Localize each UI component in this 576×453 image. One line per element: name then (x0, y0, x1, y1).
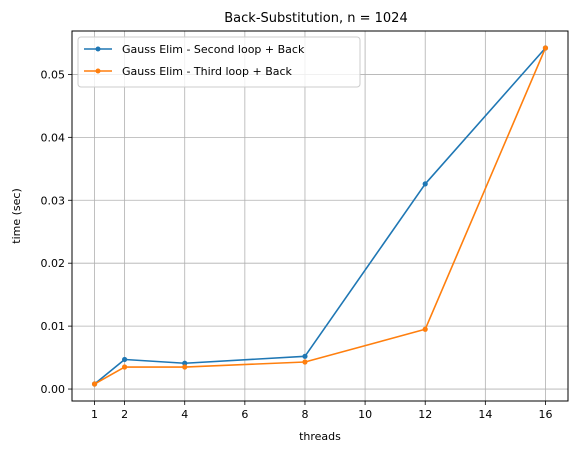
series-1 (92, 45, 548, 386)
data-point (302, 359, 307, 364)
data-point (122, 357, 127, 362)
x-tick-label: 10 (358, 408, 372, 421)
y-tick-label: 0.03 (41, 194, 66, 207)
x-tick-label: 16 (538, 408, 552, 421)
x-tick-label: 1 (91, 408, 98, 421)
series-layer (92, 45, 548, 386)
data-point (122, 364, 127, 369)
y-tick-label: 0.05 (41, 68, 66, 81)
legend-swatch-marker (96, 69, 101, 74)
data-point (543, 45, 548, 50)
y-tick-label: 0.00 (41, 383, 66, 396)
data-point (423, 327, 428, 332)
y-tick-label: 0.02 (41, 257, 66, 270)
x-tick-label: 12 (418, 408, 432, 421)
y-axis-label: time (sec) (10, 188, 23, 243)
legend: Gauss Elim - Second loop + Back Gauss El… (78, 37, 360, 87)
x-tick-label: 6 (241, 408, 248, 421)
x-tick-label: 14 (478, 408, 492, 421)
x-tick-label: 2 (121, 408, 128, 421)
chart-title: Back-Substitution, n = 1024 (224, 11, 407, 26)
data-point (302, 354, 307, 359)
data-point (423, 181, 428, 186)
legend-label: Gauss Elim - Second loop + Back (122, 43, 305, 56)
axis-ticks: 1 2 4 6 8 10 12 14 160.000.010.020.030.040.05 (41, 68, 553, 421)
data-point (182, 364, 187, 369)
y-tick-label: 0.04 (41, 131, 66, 144)
legend-label: Gauss Elim - Third loop + Back (122, 65, 293, 78)
x-axis-label: threads (299, 430, 341, 443)
legend-swatch-marker (96, 47, 101, 52)
data-point (92, 381, 97, 386)
series-line (95, 48, 546, 384)
x-tick-label: 4 (181, 408, 188, 421)
x-tick-label: 8 (301, 408, 308, 421)
y-tick-label: 0.01 (41, 320, 66, 333)
